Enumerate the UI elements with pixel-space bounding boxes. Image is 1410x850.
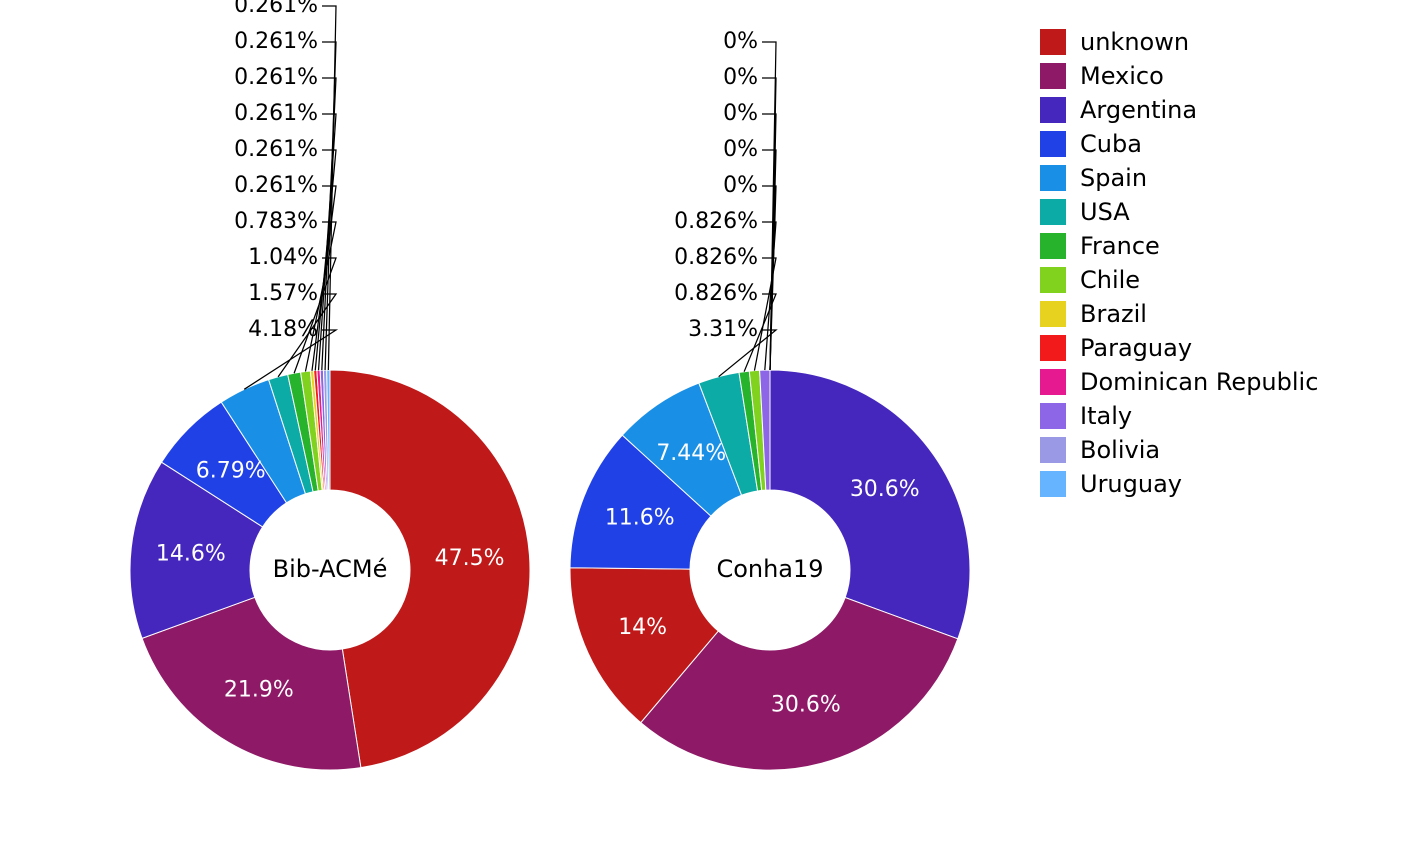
legend-label: France [1080, 232, 1160, 260]
legend-label: Brazil [1080, 300, 1147, 328]
slice-label: 0.261% [234, 0, 318, 18]
legend-swatch [1040, 267, 1066, 293]
slice-label: 14.6% [156, 542, 226, 567]
legend-swatch [1040, 369, 1066, 395]
pie-center-label: Conha19 [716, 555, 823, 583]
slice-label: 0% [723, 137, 758, 162]
legend-label: Bolivia [1080, 436, 1160, 464]
slice-label: 0.261% [234, 137, 318, 162]
slice-label: 4.18% [248, 317, 318, 342]
chart-stage: Bib-ACMé 47.5% 21.9% 14.6% 6.79% 4.18% 1.57% 1.… [0, 0, 1410, 846]
donut-chart: Bib-ACMé 47.5% 21.9% 14.6% 6.79% 4.18% 1.57% 1.… [130, 0, 530, 770]
slice-label: 30.6% [850, 477, 920, 502]
legend-item[interactable]: Paraguay [1040, 334, 1318, 362]
legend-label: Italy [1080, 402, 1132, 430]
slice-label: 0.261% [234, 65, 318, 90]
legend-label: Argentina [1080, 96, 1197, 124]
legend-item[interactable]: Bolivia [1040, 436, 1318, 464]
legend-swatch [1040, 165, 1066, 191]
slice-label: 3.31% [688, 317, 758, 342]
legend-swatch [1040, 471, 1066, 497]
legend-label: Spain [1080, 164, 1147, 192]
legend-label: USA [1080, 198, 1130, 226]
donut-chart: Conha19 30.6% 30.6% 14% 11.6% 7.44% 3.31% 0.826… [570, 29, 970, 770]
legend-swatch [1040, 97, 1066, 123]
slice-label: 0% [723, 173, 758, 198]
slice-label: 0.261% [234, 29, 318, 54]
slice-label: 6.79% [196, 458, 266, 483]
slice-label: 1.57% [248, 281, 318, 306]
legend-label: Chile [1080, 266, 1140, 294]
legend-label: Uruguay [1080, 470, 1182, 498]
legend: unknown Mexico Argentina Cuba Spain USA France… [1040, 28, 1318, 504]
slice-label: 21.9% [224, 678, 294, 703]
legend-swatch [1040, 199, 1066, 225]
slice-label: 0.826% [674, 209, 758, 234]
legend-label: unknown [1080, 28, 1189, 56]
slice-label: 0.826% [674, 281, 758, 306]
legend-item[interactable]: Spain [1040, 164, 1318, 192]
legend-swatch [1040, 437, 1066, 463]
slice-label: 0.826% [674, 245, 758, 270]
legend-item[interactable]: USA [1040, 198, 1318, 226]
legend-item[interactable]: Brazil [1040, 300, 1318, 328]
legend-item[interactable]: Italy [1040, 402, 1318, 430]
legend-item[interactable]: Dominican Republic [1040, 368, 1318, 396]
slice-label: 7.44% [656, 441, 726, 466]
slice-label: 0.783% [234, 209, 318, 234]
legend-label: Mexico [1080, 62, 1164, 90]
slice-label: 0% [723, 29, 758, 54]
pie-center-label: Bib-ACMé [273, 555, 388, 583]
legend-item[interactable]: Chile [1040, 266, 1318, 294]
slice-label: 0.261% [234, 173, 318, 198]
legend-item[interactable]: Uruguay [1040, 470, 1318, 498]
slice-label: 47.5% [435, 546, 505, 571]
legend-item[interactable]: France [1040, 232, 1318, 260]
slice-label: 30.6% [771, 692, 841, 717]
slice-label: 11.6% [605, 506, 675, 531]
legend-swatch [1040, 301, 1066, 327]
pie-slice[interactable] [770, 370, 970, 639]
slice-label: 0% [723, 101, 758, 126]
legend-label: Cuba [1080, 130, 1142, 158]
slice-label: 14% [618, 615, 667, 640]
legend-swatch [1040, 131, 1066, 157]
legend-item[interactable]: unknown [1040, 28, 1318, 56]
legend-label: Dominican Republic [1080, 368, 1318, 396]
legend-item[interactable]: Argentina [1040, 96, 1318, 124]
legend-label: Paraguay [1080, 334, 1192, 362]
slice-label: 0% [723, 65, 758, 90]
legend-swatch [1040, 29, 1066, 55]
legend-swatch [1040, 403, 1066, 429]
slice-label: 0.261% [234, 101, 318, 126]
legend-swatch [1040, 233, 1066, 259]
legend-item[interactable]: Mexico [1040, 62, 1318, 90]
slice-label: 1.04% [248, 245, 318, 270]
legend-item[interactable]: Cuba [1040, 130, 1318, 158]
legend-swatch [1040, 335, 1066, 361]
legend-swatch [1040, 63, 1066, 89]
